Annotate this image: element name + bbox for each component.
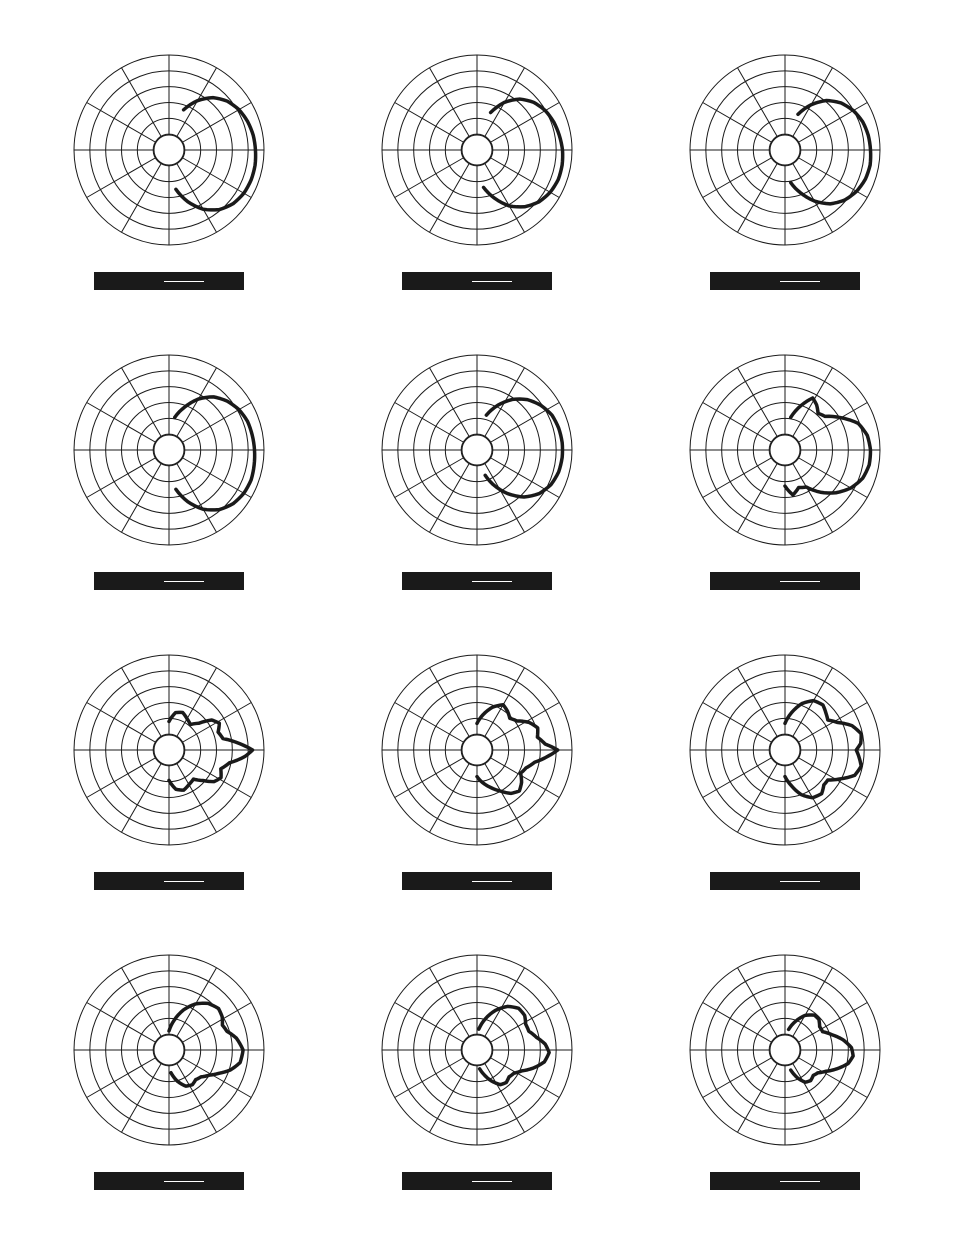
legend-bar <box>710 872 860 890</box>
legend-bar <box>710 572 860 590</box>
polar-chart-cell <box>656 350 914 590</box>
legend-line <box>164 281 204 282</box>
polar-chart-grid <box>40 50 914 1190</box>
polar-chart <box>69 50 269 250</box>
polar-chart <box>685 50 885 250</box>
polar-chart <box>377 950 577 1150</box>
polar-chart-cell <box>40 50 298 290</box>
polar-chart-cell <box>40 650 298 890</box>
legend-bar <box>402 272 552 290</box>
polar-chart-cell <box>656 650 914 890</box>
polar-chart <box>69 650 269 850</box>
polar-chart-cell <box>348 950 606 1190</box>
polar-chart <box>685 950 885 1150</box>
polar-chart-cell <box>348 350 606 590</box>
legend-line <box>780 1181 820 1182</box>
polar-chart <box>69 350 269 550</box>
polar-chart-cell <box>348 50 606 290</box>
legend-line <box>472 581 512 582</box>
polar-chart <box>685 350 885 550</box>
polar-chart <box>377 350 577 550</box>
legend-bar <box>710 1172 860 1190</box>
polar-chart <box>377 650 577 850</box>
polar-chart-cell <box>656 50 914 290</box>
legend-line <box>164 581 204 582</box>
legend-bar <box>94 272 244 290</box>
legend-bar <box>402 1172 552 1190</box>
legend-bar <box>402 572 552 590</box>
legend-bar <box>94 572 244 590</box>
legend-bar <box>94 872 244 890</box>
legend-line <box>472 1181 512 1182</box>
legend-bar <box>710 272 860 290</box>
polar-chart <box>377 50 577 250</box>
legend-line <box>780 881 820 882</box>
legend-line <box>472 281 512 282</box>
legend-line <box>164 1181 204 1182</box>
polar-chart <box>685 650 885 850</box>
polar-chart-cell <box>348 650 606 890</box>
legend-line <box>780 281 820 282</box>
legend-bar <box>402 872 552 890</box>
polar-chart-cell <box>40 350 298 590</box>
legend-line <box>472 881 512 882</box>
legend-bar <box>94 1172 244 1190</box>
polar-chart <box>69 950 269 1150</box>
polar-chart-cell <box>656 950 914 1190</box>
legend-line <box>780 581 820 582</box>
legend-line <box>164 881 204 882</box>
polar-chart-cell <box>40 950 298 1190</box>
